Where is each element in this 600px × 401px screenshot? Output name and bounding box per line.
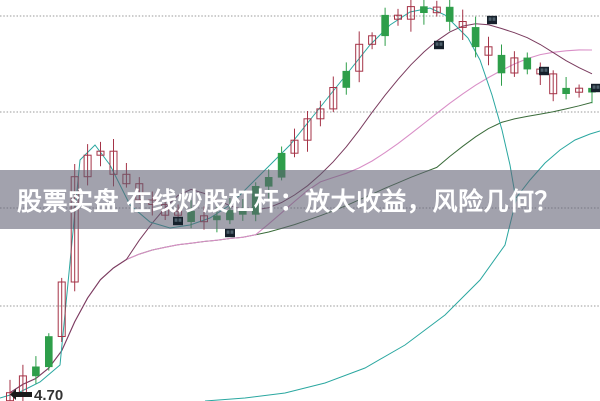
svg-text:4.70: 4.70 bbox=[34, 387, 63, 401]
